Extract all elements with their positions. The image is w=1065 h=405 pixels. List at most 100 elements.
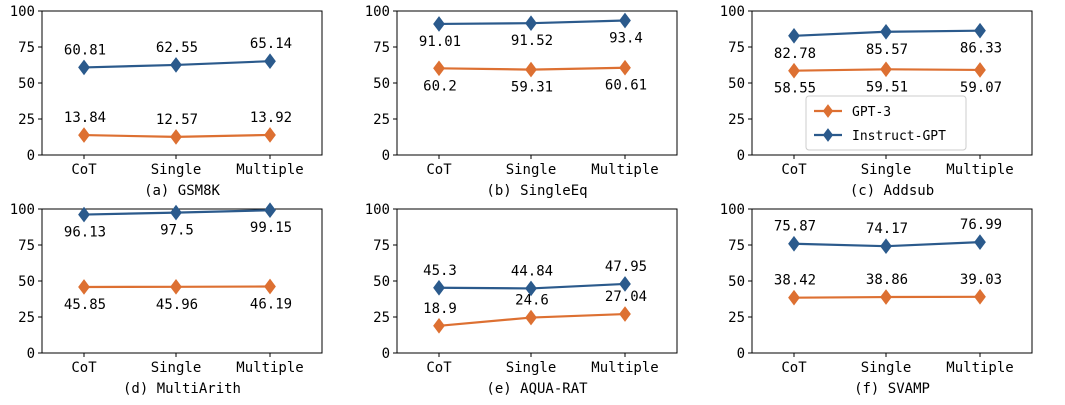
data-point-marker	[880, 238, 892, 255]
chart-panel-2: 0 25 50 75 100 CoT Single Multiple 60.2 59.31 60.6…	[365, 4, 678, 199]
y-tick-label: 75	[18, 238, 35, 254]
x-tick-label: Multiple	[236, 162, 303, 178]
data-label: 12.57	[156, 112, 198, 128]
data-point-marker	[525, 15, 537, 32]
legend-label: GPT-3	[852, 105, 891, 120]
panel-caption: (d) MultiArith	[123, 381, 241, 397]
y-tick-label: 25	[728, 310, 745, 326]
data-point-marker	[525, 280, 537, 297]
data-point-marker	[619, 12, 631, 29]
legend-swatch-marker	[822, 128, 834, 142]
x-tick-label: Single	[861, 360, 912, 376]
panel-caption: (a) GSM8K	[144, 183, 220, 199]
data-point-marker	[433, 60, 445, 77]
x-tick-label: CoT	[781, 360, 807, 376]
data-label: 85.57	[866, 42, 908, 58]
chart-panel-4: 0 25 50 75 100 CoT Single Multiple 45.85 45.96 46.…	[10, 202, 323, 397]
data-point-marker	[974, 288, 986, 305]
chart-panel-5: 0 25 50 75 100 CoT Single Multiple 18.9 24.6 27.04…	[365, 202, 678, 397]
x-tick-label: Multiple	[591, 162, 658, 178]
data-label: 59.31	[511, 80, 553, 96]
data-label: 93.4	[609, 31, 643, 47]
y-tick-label: 75	[373, 238, 390, 254]
data-label: 60.61	[605, 78, 647, 94]
data-point-marker	[525, 309, 537, 326]
x-tick-label: CoT	[71, 360, 97, 376]
data-label: 75.87	[774, 219, 816, 235]
panel-caption: (b) SingleEq	[486, 183, 587, 199]
data-point-marker	[788, 62, 800, 79]
y-tick-label: 25	[18, 112, 35, 128]
data-label: 24.6	[515, 293, 549, 309]
y-tick-label: 0	[737, 148, 745, 164]
data-label: 38.42	[774, 273, 816, 289]
y-tick-label: 100	[720, 4, 745, 20]
data-label: 59.07	[960, 80, 1002, 96]
data-point-marker	[78, 127, 90, 143]
panel-caption: (f) SVAMP	[854, 381, 930, 397]
y-tick-label: 100	[365, 4, 390, 20]
y-tick-label: 100	[365, 202, 390, 218]
data-point-marker	[433, 16, 445, 32]
y-tick-label: 25	[18, 310, 35, 326]
x-tick-label: CoT	[426, 162, 452, 178]
x-tick-label: Single	[506, 162, 557, 178]
data-point-marker	[619, 276, 631, 292]
data-label: 74.17	[866, 221, 908, 237]
data-label: 91.01	[419, 34, 461, 50]
data-point-marker	[880, 61, 892, 78]
data-label: 59.51	[866, 79, 908, 95]
x-tick-label: CoT	[71, 162, 97, 178]
y-tick-label: 50	[373, 76, 390, 92]
data-label: 96.13	[64, 225, 106, 241]
data-label: 47.95	[605, 259, 647, 275]
y-tick-label: 50	[373, 274, 390, 290]
data-point-marker	[525, 61, 537, 78]
panel-caption: (c) Addsub	[850, 183, 934, 199]
data-point-marker	[264, 127, 276, 143]
data-label: 44.84	[511, 263, 553, 279]
panel-caption: (e) AQUA-RAT	[486, 381, 588, 397]
data-label: 62.55	[156, 40, 198, 56]
y-tick-label: 75	[728, 238, 745, 254]
data-point-marker	[170, 57, 182, 73]
y-tick-label: 75	[728, 40, 745, 56]
data-label: 99.15	[250, 220, 292, 236]
data-label: 60.81	[64, 42, 106, 58]
data-point-marker	[880, 23, 892, 40]
data-point-marker	[170, 204, 182, 221]
data-label: 65.14	[250, 36, 292, 52]
data-label: 76.99	[960, 217, 1002, 233]
data-point-marker	[78, 279, 90, 295]
data-label: 45.3	[423, 263, 457, 279]
legend-swatch-marker	[822, 104, 834, 118]
x-tick-label: Multiple	[236, 360, 303, 376]
y-tick-label: 50	[18, 274, 35, 290]
data-point-marker	[788, 235, 800, 252]
data-point-marker	[619, 306, 631, 322]
data-point-marker	[78, 206, 90, 223]
x-tick-label: CoT	[781, 162, 807, 178]
data-point-marker	[619, 59, 631, 76]
data-point-marker	[788, 289, 800, 306]
data-point-marker	[974, 234, 986, 250]
x-tick-label: CoT	[426, 360, 452, 376]
data-label: 45.96	[156, 297, 198, 313]
y-tick-label: 100	[720, 202, 745, 218]
data-label: 82.78	[774, 46, 816, 62]
y-tick-label: 25	[373, 112, 390, 128]
chart-panel-3: 0 25 50 75 100 CoT Single Multiple 58.55 59.51 59.…	[720, 4, 1033, 199]
data-label: 97.5	[160, 223, 194, 239]
data-point-marker	[264, 202, 276, 219]
chart-panel-6: 0 25 50 75 100 CoT Single Multiple 38.42 38.86 39.…	[720, 202, 1033, 397]
data-label: 39.03	[960, 272, 1002, 288]
data-label: 91.52	[511, 33, 553, 49]
y-tick-label: 75	[18, 40, 35, 56]
data-label: 58.55	[774, 81, 816, 97]
data-point-marker	[880, 289, 892, 305]
x-tick-label: Single	[151, 162, 202, 178]
chart-panel-1: 0 25 50 75 100 CoT Single Multiple 13.84 12.57 13.…	[10, 4, 323, 199]
data-point-marker	[170, 278, 182, 295]
data-label: 13.84	[64, 110, 106, 126]
